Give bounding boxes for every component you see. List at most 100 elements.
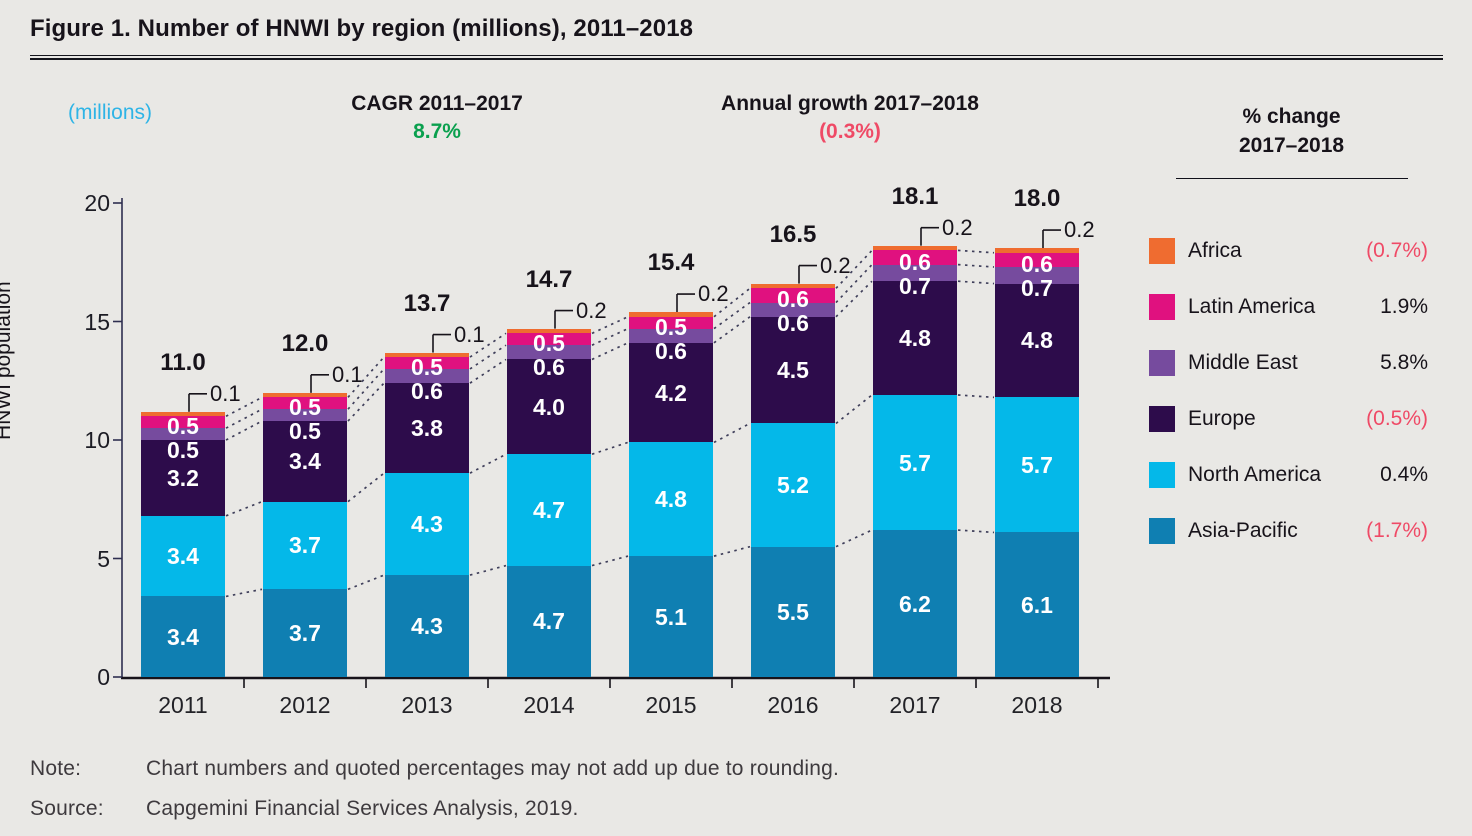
bar-segment-label: 4.0 [533, 393, 565, 420]
x-axis-year-label: 2014 [523, 692, 575, 718]
bar-segment-label: 4.8 [899, 325, 931, 352]
bar-segment-label: 3.4 [289, 448, 321, 475]
bar-segment [995, 266, 1079, 284]
bar-segment [385, 368, 469, 384]
legend-item: Middle East 5.8% [1149, 350, 1428, 376]
bar-segment-label: 4.7 [533, 496, 565, 523]
bar-segment-label: 0.5 [167, 413, 199, 440]
bar-total-label: 13.7 [403, 289, 451, 317]
bar-segment-label: 4.3 [411, 613, 443, 640]
bar-segment [141, 411, 225, 417]
legend-item: North America 0.4% [1149, 462, 1428, 488]
bar-segment [873, 245, 957, 251]
bar-segment-label: 0.6 [411, 377, 443, 404]
bar-segment [263, 397, 347, 410]
note-row: Note: Chart numbers and quoted percentag… [30, 757, 1230, 783]
bar-segment-label: 3.4 [167, 543, 199, 570]
bar-segment-label: 4.5 [777, 357, 809, 384]
legend-swatch [1149, 462, 1175, 488]
legend-item-value: 5.8% [1380, 351, 1428, 374]
bar-segment [141, 428, 225, 440]
bar-segment [873, 281, 957, 395]
legend-title: % change 2017–2018 [1175, 103, 1408, 161]
bar-segment [995, 248, 1079, 253]
bar-segment [385, 352, 469, 358]
note-label: Note: [30, 757, 82, 780]
bar-segment-label: 4.8 [1021, 327, 1053, 354]
y-axis-tick-label: 5 [97, 545, 110, 572]
bar-segment [995, 397, 1079, 533]
bar-segment-label: 3.4 [167, 623, 199, 650]
bar-segment-label: 5.5 [777, 598, 809, 625]
y-axis-tick-label: 15 [84, 308, 110, 335]
y-axis-tick-label: 10 [84, 427, 110, 453]
bar-segment-label: 0.5 [289, 394, 321, 421]
bar-segment-label: 0.6 [1021, 250, 1053, 277]
bar-segment-label: 4.3 [411, 511, 443, 538]
legend-item-label: Europe [1188, 407, 1256, 430]
africa-callout-label: 0.2 [698, 281, 729, 307]
legend-item: Europe (0.5%) [1149, 406, 1428, 432]
legend-item-label: Middle East [1188, 351, 1298, 374]
bar-segment-label: 0.6 [777, 286, 809, 313]
bar-total-label: 12.0 [281, 329, 329, 357]
legend-item-label: North America [1188, 463, 1322, 486]
legend-item-label: Asia-Pacific [1188, 519, 1298, 542]
bar-segment-label: 0.5 [167, 437, 199, 464]
legend-title-line1: % change [1242, 105, 1341, 128]
cagr-label: CAGR 2011–2017 [351, 92, 523, 115]
bar-segment [263, 392, 347, 398]
legend-item-label: Africa [1188, 239, 1242, 262]
bar-segment [629, 342, 713, 443]
bar-segment [263, 421, 347, 502]
legend-swatch [1149, 238, 1175, 264]
bar-segment-label: 0.5 [655, 313, 687, 340]
figure-title: Figure 1. Number of HNWI by region (mill… [30, 15, 694, 42]
africa-callout-label: 0.2 [942, 214, 973, 240]
bar-segment [385, 357, 469, 369]
x-axis-year-label: 2018 [1011, 692, 1063, 718]
legend-panel: Africa (0.7%) Latin America 1.9% Middle East… [1149, 238, 1428, 568]
bar-segment-label: 0.7 [1021, 274, 1053, 301]
legend-item-value: 0.4% [1380, 463, 1428, 486]
bar-segment [263, 501, 347, 590]
cagr-block: CAGR 2011–2017 8.7% [287, 92, 587, 144]
legend-item-value: (1.7%) [1366, 519, 1428, 542]
annual-growth-value: (0.3%) [819, 120, 881, 143]
bar-segment [751, 302, 835, 317]
bar-segment-label: 3.2 [167, 464, 199, 491]
bar-segment-label: 5.1 [655, 603, 687, 630]
note-text: Chart numbers and quoted percentages may… [146, 757, 840, 780]
bar-segment [263, 409, 347, 422]
bar-segment [751, 288, 835, 303]
bar-segment [751, 283, 835, 289]
legend-item-value: (0.5%) [1366, 407, 1428, 430]
africa-callout-label: 0.1 [332, 361, 363, 387]
africa-callout-label: 0.2 [820, 252, 851, 278]
bar-total-label: 18.1 [891, 182, 939, 210]
bar-segment [507, 359, 591, 455]
bar-segment [507, 333, 591, 346]
legend-swatch [1149, 406, 1175, 432]
bar-total-label: 11.0 [160, 348, 206, 376]
bar-segment [873, 264, 957, 282]
bar-segment-label: 0.6 [899, 248, 931, 275]
bar-segment [995, 283, 1079, 398]
legend-swatch [1149, 518, 1175, 544]
bar-segment [629, 316, 713, 329]
bar-segment-label: 3.7 [289, 532, 321, 559]
bar-segment [629, 442, 713, 557]
bar-segment-label: 0.6 [655, 337, 687, 364]
bar-segment [507, 454, 591, 566]
bar-segment-label: 0.6 [777, 310, 809, 337]
cagr-value: 8.7% [413, 120, 461, 143]
source-text: Capgemini Financial Services Analysis, 2… [146, 797, 579, 820]
legend-swatch [1149, 294, 1175, 320]
bar-segment [995, 532, 1079, 677]
legend-item: Asia-Pacific (1.7%) [1149, 518, 1428, 544]
bar-segment-label: 0.5 [411, 353, 443, 380]
bar-segment [873, 394, 957, 531]
bar-segment-label: 5.7 [1021, 451, 1053, 478]
x-axis-year-label: 2015 [645, 692, 697, 718]
